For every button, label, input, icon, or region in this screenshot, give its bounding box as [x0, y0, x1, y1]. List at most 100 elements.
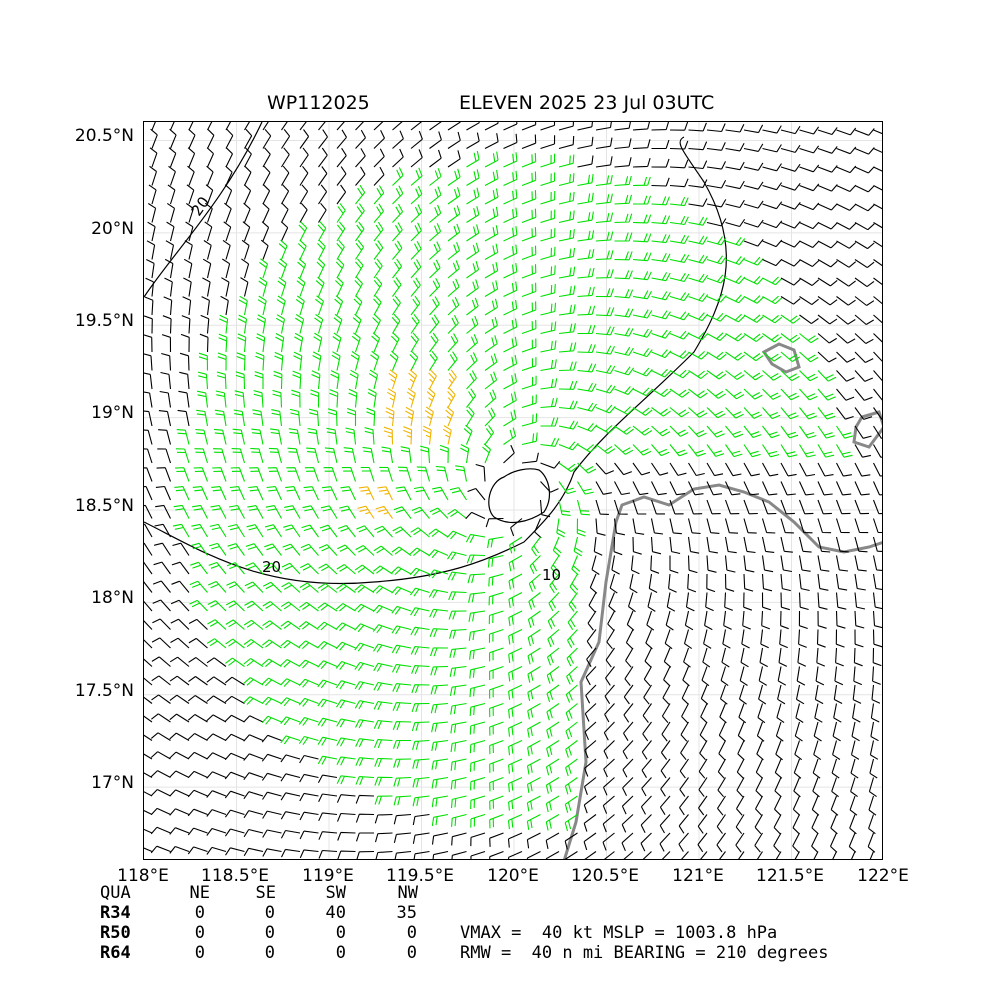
wind-barb — [466, 315, 479, 334]
wind-barb — [679, 795, 689, 816]
wind-barb — [833, 703, 842, 723]
wind-barb — [632, 444, 652, 456]
wind-barb — [577, 344, 596, 354]
wind-barb — [558, 441, 579, 451]
wind-barb — [595, 174, 613, 187]
wind-barb — [669, 536, 681, 555]
wind-barb — [280, 659, 301, 668]
wind-barb — [798, 573, 810, 592]
wind-barb — [643, 684, 652, 705]
wind-barb — [489, 832, 504, 847]
wind-barb — [679, 758, 689, 779]
wind-barb — [743, 444, 761, 458]
wind-barb — [449, 647, 467, 659]
wind-barb — [429, 122, 442, 131]
wind-barb — [725, 218, 746, 228]
wind-barb — [372, 313, 381, 334]
wind-barb — [701, 666, 710, 687]
wind-barb — [872, 536, 882, 553]
wind-barb — [375, 505, 393, 519]
wind-barb — [642, 703, 652, 723]
wind-barb — [393, 776, 412, 787]
wind-barb — [336, 166, 347, 186]
wind-barb — [161, 334, 172, 353]
wind-barb — [336, 775, 356, 785]
wind-barb — [298, 716, 319, 726]
wind-barb — [742, 610, 751, 630]
wind-barb — [725, 180, 745, 190]
wind-barb — [291, 389, 301, 408]
wind-barb — [873, 203, 882, 210]
wind-barb — [567, 629, 578, 649]
wind-barb — [630, 555, 640, 575]
wind-barb — [261, 753, 282, 762]
wind-barb — [567, 610, 578, 630]
wind-barb — [663, 666, 671, 687]
wind-barb — [281, 202, 289, 223]
wind-barb — [817, 610, 827, 629]
wind-barb — [450, 702, 467, 715]
wind-barb — [725, 351, 745, 361]
wind-barb — [470, 832, 486, 847]
luzon-coastline — [563, 483, 882, 859]
wind-barb — [354, 661, 375, 671]
wind-barb — [706, 499, 721, 515]
wind-barb — [188, 618, 208, 630]
wind-barb — [604, 703, 615, 723]
wind-barb — [773, 832, 782, 853]
wind-barb — [706, 536, 718, 554]
wind-barb — [681, 851, 689, 859]
wind-barb — [558, 285, 576, 298]
wind-barb — [225, 128, 234, 149]
wind-barb — [799, 259, 820, 267]
wind-barb — [614, 425, 634, 435]
wind-barb — [447, 387, 456, 408]
wind-barb — [621, 795, 634, 815]
wind-barb — [780, 182, 801, 191]
wind-barb — [429, 259, 441, 279]
wind-barb — [521, 171, 537, 187]
wind-barb — [299, 811, 319, 821]
wind-barb — [261, 677, 282, 687]
wind-barb — [632, 348, 653, 358]
wind-barb — [798, 555, 811, 572]
wind-barb — [275, 333, 285, 353]
wind-barb — [189, 599, 208, 612]
wind-barb — [265, 505, 282, 519]
wind-barb — [355, 122, 364, 131]
wind-barb — [163, 296, 173, 316]
wind-barb — [743, 181, 764, 190]
wind-barb — [281, 184, 290, 205]
wind-barb — [347, 407, 357, 426]
wind-barb — [669, 518, 682, 535]
wind-barb — [165, 240, 175, 260]
wind-barb — [374, 525, 393, 538]
wind-barb — [450, 795, 467, 809]
wind-barb — [393, 506, 412, 519]
wind-barb — [281, 582, 301, 593]
wind-barb — [854, 314, 874, 325]
wind-barb — [836, 351, 856, 363]
wind-barb — [669, 499, 684, 515]
wind-barb — [743, 536, 756, 554]
wind-barb — [854, 277, 875, 288]
wind-barb — [336, 812, 356, 822]
wind-barb — [374, 795, 393, 805]
wind-barb — [661, 703, 671, 724]
wind-barb — [503, 373, 518, 390]
wind-barb — [280, 735, 301, 745]
wind-barb — [632, 407, 653, 416]
wind-barb — [392, 721, 412, 731]
wind-barb — [410, 122, 422, 131]
wind-barb — [632, 290, 652, 300]
wind-barb — [836, 259, 857, 268]
wind-barb — [207, 128, 215, 149]
wind-barb — [470, 795, 486, 810]
wind-barb — [243, 658, 264, 667]
wind-barb — [706, 481, 723, 496]
wind-barb — [743, 407, 763, 419]
wind-barb — [780, 444, 798, 458]
wind-barb — [451, 813, 467, 827]
wind-barb — [372, 624, 393, 634]
lon-label: 122°E — [857, 866, 909, 886]
